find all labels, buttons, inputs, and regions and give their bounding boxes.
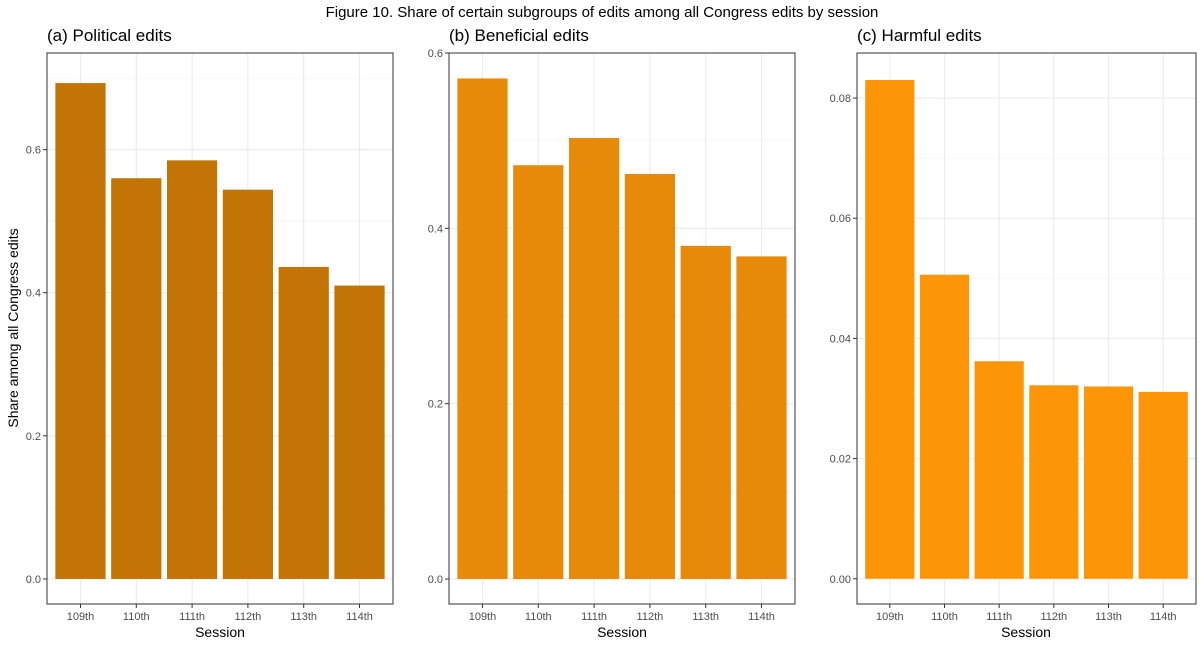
y-tick-label: 0.4 <box>26 288 41 300</box>
y-tick-label: 0.6 <box>428 48 443 60</box>
bar <box>974 361 1024 579</box>
y-tick-label: 0.0 <box>428 574 443 586</box>
bar <box>568 138 620 580</box>
bar <box>166 160 218 579</box>
panel-harmful: (c) Harmful edits Session 0.00 0.02 0.04 0.… <box>830 26 1197 640</box>
bar <box>919 274 970 579</box>
y-tick-label: 0.2 <box>428 399 443 411</box>
bar <box>680 245 731 580</box>
bar <box>1083 386 1134 579</box>
x-tick-label: 114th <box>346 611 373 623</box>
x-tick-label: 112th <box>235 611 262 623</box>
x-tick-label: 111th <box>179 611 205 623</box>
y-tick-label: 0.02 <box>830 454 851 466</box>
bar <box>457 78 508 580</box>
x-tick-label: 110th <box>931 611 958 623</box>
x-tick-label: 113th <box>1095 611 1122 623</box>
bar <box>334 285 385 579</box>
x-tick-label: 112th <box>1040 611 1067 623</box>
bar <box>513 165 564 580</box>
panel-border <box>856 52 1197 605</box>
y-tick-label: 0.00 <box>830 574 851 586</box>
y-tick-label: 0.2 <box>26 431 41 443</box>
plot-area <box>46 52 394 605</box>
bar <box>111 178 162 579</box>
bar <box>624 173 676 580</box>
y-tick-label: 0.4 <box>428 223 443 235</box>
x-tick-label: 109th <box>876 611 904 623</box>
panel-beneficial: (b) Beneficial edits Session 0.0 0.2 0.4 0.… <box>428 26 796 640</box>
x-tick-label: 110th <box>123 611 150 623</box>
x-tick-label: 110th <box>525 611 552 623</box>
x-tick-label: 113th <box>692 611 719 623</box>
bar <box>278 266 329 579</box>
x-tick-label: 114th <box>748 611 775 623</box>
bar <box>55 83 106 579</box>
bar <box>1138 391 1188 579</box>
panel-political: (a) Political edits Session Share among … <box>5 26 394 640</box>
x-tick-label: 111th <box>581 611 607 623</box>
panel-title: (b) Beneficial edits <box>449 26 589 45</box>
y-tick-label: 0.6 <box>26 145 41 157</box>
x-tick-label: 114th <box>1150 611 1177 623</box>
bar <box>736 256 787 580</box>
plot-area <box>448 52 796 605</box>
x-tick-label: 112th <box>637 611 664 623</box>
y-tick-label: 0.04 <box>830 333 851 345</box>
figure-title: Figure 10. Share of certain subgroups of… <box>326 4 879 21</box>
y-tick-label: 0.0 <box>26 574 41 586</box>
x-tick-label: 111th <box>986 611 1012 623</box>
x-tick-label: 109th <box>469 611 497 623</box>
x-tick-label: 113th <box>290 611 317 623</box>
x-axis-title: Session <box>1001 624 1051 640</box>
x-axis-title: Session <box>597 624 647 640</box>
plot-area <box>856 52 1197 605</box>
bar <box>222 189 274 579</box>
y-axis-title: Share among all Congress edits <box>5 228 21 427</box>
x-tick-label: 109th <box>67 611 95 623</box>
panel-border <box>46 52 394 605</box>
panel-title: (a) Political edits <box>47 26 172 45</box>
y-tick-label: 0.06 <box>830 213 851 225</box>
bar <box>1029 385 1079 579</box>
bar <box>865 80 915 579</box>
panel-title: (c) Harmful edits <box>857 26 982 45</box>
x-axis-title: Session <box>195 624 245 640</box>
panel-border <box>448 52 796 605</box>
y-tick-label: 0.08 <box>830 93 851 105</box>
